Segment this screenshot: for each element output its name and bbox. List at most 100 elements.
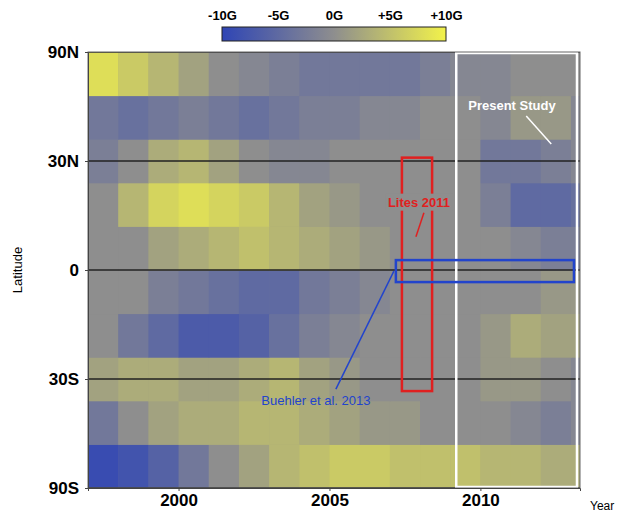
heatmap-cell — [299, 314, 330, 358]
plot-frame — [88, 52, 580, 488]
annotation-box — [402, 158, 432, 391]
heatmap-cell — [541, 52, 572, 96]
heatmap-cell — [269, 270, 300, 314]
label-patch — [386, 194, 452, 211]
grid-line — [88, 269, 580, 271]
annotation-box — [456, 53, 577, 487]
heatmap-cell — [209, 270, 240, 314]
x-tick: 2000 — [160, 488, 198, 510]
y-tick: 90N — [48, 43, 88, 62]
heatmap-cell — [420, 270, 451, 314]
heatmap-cell — [179, 314, 210, 358]
y-axis-title: Latitude — [10, 247, 25, 293]
colorbar-tick-label: +10G — [430, 8, 462, 23]
heatmap-cell — [239, 226, 270, 270]
x-tick-label: 2010 — [462, 491, 500, 510]
annotation-label: Lites 2011 — [388, 195, 450, 210]
y-tick-mark — [85, 488, 88, 489]
x-axis: 2000 2005 2010 — [89, 488, 581, 510]
heatmap-cell — [269, 52, 300, 96]
heatmap-cell — [420, 314, 451, 358]
heatmap-cell — [480, 444, 511, 488]
heatmap-cell — [571, 96, 580, 140]
heatmap-cell — [480, 314, 511, 358]
heatmap-cell — [179, 226, 210, 270]
plot-area — [88, 52, 580, 488]
heatmap-cell — [118, 314, 149, 358]
heatmap-cell — [480, 183, 511, 227]
annotation-label: Buehler et al. 2013 — [261, 393, 370, 408]
heatmap-cell — [179, 183, 210, 227]
heatmap-cell — [390, 226, 421, 270]
heatmap-cell — [390, 96, 421, 140]
heatmap-cell — [511, 226, 542, 270]
colorbar-bar — [222, 27, 446, 41]
heatmap-cell — [420, 444, 451, 488]
heatmap-cell — [269, 183, 300, 227]
heatmap-cell — [148, 96, 179, 140]
y-tick-mark — [85, 379, 88, 380]
heatmap-cell — [88, 96, 119, 140]
heatmap-cell — [360, 52, 391, 96]
heatmap-cell — [390, 52, 421, 96]
cells — [88, 52, 580, 488]
heatmap-cell — [239, 444, 270, 488]
x-axis-title: Year — [590, 499, 614, 513]
heatmap-cell — [88, 226, 119, 270]
annotation-labels: Present Study Lites 2011 Buehler et al. 20… — [261, 98, 556, 408]
heatmap-cell — [209, 314, 240, 358]
heatmap-cell — [480, 226, 511, 270]
heatmap-cell — [450, 270, 481, 314]
heatmap-cell — [239, 314, 270, 358]
heatmap-cell — [148, 444, 179, 488]
heatmap-cell — [209, 183, 240, 227]
heatmap-cell — [480, 52, 511, 96]
colorbar-tick-label: +5G — [378, 8, 403, 23]
heatmap-cell — [541, 444, 572, 488]
heatmap-cell — [148, 52, 179, 96]
heatmap-cell — [571, 314, 580, 358]
heatmap-cell — [571, 226, 580, 270]
heatmap-cell — [360, 226, 391, 270]
heatmap-cell — [480, 401, 511, 445]
heatmap-cell — [269, 314, 300, 358]
heatmap-cell — [360, 270, 391, 314]
heatmap-cell — [118, 401, 149, 445]
colorbar-tick-label: 0G — [326, 8, 343, 23]
heatmap-cell — [450, 226, 481, 270]
colorbar-tick: +10G — [430, 8, 462, 24]
colorbar-tick: -10G — [208, 8, 237, 24]
heatmap-cell — [239, 96, 270, 140]
heatmap-cell — [360, 314, 391, 358]
x-tick: 2005 — [311, 488, 349, 510]
y-tick-mark — [85, 270, 88, 271]
heatmap-cell — [329, 444, 360, 488]
heatmap-cell — [450, 52, 481, 96]
heatmap-cell — [269, 444, 300, 488]
colorbar: -10G-5G0G+5G+10G — [208, 8, 463, 41]
heatmap-cell — [299, 183, 330, 227]
x-tick-label: 2005 — [311, 491, 349, 510]
leader-line — [416, 213, 424, 237]
grid — [88, 52, 580, 488]
heatmap-cell — [511, 444, 542, 488]
heatmap-cell — [541, 314, 572, 358]
y-tick: 0 — [70, 261, 88, 280]
y-tick: 30N — [48, 152, 88, 171]
heatmap-cell — [88, 183, 119, 227]
heatmap-cell — [118, 226, 149, 270]
annotation-boxes — [396, 53, 577, 487]
annotation-label: Present Study — [468, 98, 556, 113]
heatmap-cell — [179, 444, 210, 488]
heatmap-cell — [450, 401, 481, 445]
y-axis: 90S30S030N90N — [48, 43, 89, 498]
x-tick: 2010 — [462, 488, 500, 510]
y-tick-label: 30N — [48, 152, 79, 171]
heatmap-cell — [179, 96, 210, 140]
heatmap-cell — [118, 444, 149, 488]
heatmap-cell — [118, 183, 149, 227]
heatmap-cell — [360, 183, 391, 227]
y-tick: 90S — [49, 479, 88, 498]
heatmap-cell — [450, 444, 481, 488]
heatmap-cell — [329, 96, 360, 140]
